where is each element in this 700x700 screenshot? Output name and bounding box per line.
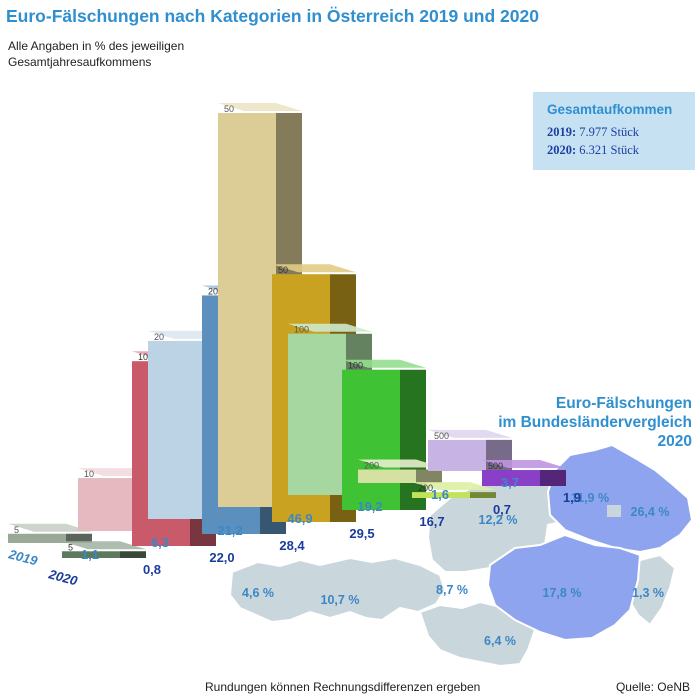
source-credit: Quelle: OeNB <box>615 680 690 694</box>
bar-category-label: 50 <box>278 265 288 275</box>
bar-2020-5 <box>62 541 146 558</box>
bar-front <box>218 113 276 507</box>
bar-banknote <box>342 359 426 368</box>
bar-category-label: 5 <box>14 525 19 535</box>
data-label-2019: 6,3 <box>151 535 169 550</box>
bar-banknote <box>272 264 356 273</box>
bar-side <box>540 470 566 486</box>
totals-value: 7.977 Stück <box>579 125 640 139</box>
data-label-2020: 16,7 <box>419 514 444 529</box>
bar-category-label: 10 <box>138 352 148 362</box>
data-label-2020: 1,9 <box>563 490 581 505</box>
totals-box: Gesamtaufkommen 2019: 7.977 Stück 2020: … <box>533 92 695 170</box>
bar-side <box>66 533 92 543</box>
bar-category-label: 10 <box>84 469 94 479</box>
bar-category-label: 20 <box>154 332 164 342</box>
data-label-2020: 0,7 <box>493 502 511 517</box>
totals-row-2020: 2020: 6.321 Stück <box>547 141 683 159</box>
bar-category-label: 5 <box>68 542 73 552</box>
bar-front <box>78 478 136 531</box>
data-label-2020: 0,8 <box>143 562 161 577</box>
data-label-2020: 22,0 <box>209 550 234 565</box>
map-title-line: 2020 <box>657 433 692 450</box>
data-label-2019: 1,6 <box>431 487 449 502</box>
map-value-label: 17,8 % <box>543 586 582 600</box>
bar-category-label: 50 <box>224 104 234 114</box>
totals-year: 2019: <box>547 125 577 139</box>
bar-category-label: 100 <box>294 325 309 335</box>
map-title-line: im Bundesländervergleich <box>498 414 692 431</box>
data-label-2019: 1,1 <box>81 547 99 562</box>
bar-category-label: 500 <box>434 431 449 441</box>
year-label-2020: 2020 <box>46 566 80 588</box>
bar-front <box>358 469 416 483</box>
map-region-northeast <box>546 443 694 554</box>
bar-front <box>62 551 120 558</box>
bar-2019-200 <box>358 459 442 483</box>
totals-row-2019: 2019: 7.977 Stück <box>547 123 683 141</box>
bar-front <box>428 439 486 471</box>
map-title: Euro-Fälschungen im Bundesländervergleic… <box>498 394 692 451</box>
bar-category-label: 200 <box>364 461 379 471</box>
bar-side <box>416 469 442 483</box>
footnote: Rundungen können Rechnungsdifferenzen er… <box>205 680 481 694</box>
bar-front <box>342 369 400 510</box>
bar-front <box>482 470 540 486</box>
bar-2020-200 <box>412 482 496 498</box>
year-label-2019: 2019 <box>6 546 40 568</box>
bar-front <box>412 492 470 498</box>
data-label-2019: 21,2 <box>217 523 242 538</box>
bar-banknote <box>358 459 442 468</box>
bar-category-label: 20 <box>208 286 218 296</box>
chart-subtitle: Alle Angaben in % des jeweiligen Gesamtj… <box>8 39 185 69</box>
map-value-label: 4,6 % <box>242 586 274 600</box>
bar-front <box>288 333 346 495</box>
data-label-2019: 19,2 <box>357 499 382 514</box>
map-region-west <box>228 556 447 624</box>
bar-category-label: 500 <box>488 461 503 471</box>
data-label-2020: 28,4 <box>279 538 305 553</box>
bar-banknote <box>428 429 512 438</box>
bar-2020-100 <box>342 359 426 510</box>
bar-front <box>8 533 66 543</box>
bar-banknote <box>8 523 92 532</box>
totals-year: 2020: <box>547 143 577 157</box>
map-value-label: 10,7 % <box>321 593 360 607</box>
bar-banknote <box>218 103 302 112</box>
bar-category-label: 100 <box>348 361 363 371</box>
map-value-label: 12,2 % <box>479 513 518 527</box>
totals-value: 6.321 Stück <box>579 143 640 157</box>
bar-category-label: 200 <box>418 483 433 493</box>
bar-side <box>120 551 146 558</box>
bar-banknote <box>288 323 372 332</box>
map-region-capital <box>607 505 621 517</box>
map-value-label: 26,4 % <box>631 505 670 519</box>
map-title-line: Euro-Fälschungen <box>555 395 692 412</box>
bar-banknote <box>412 482 496 491</box>
data-label-2019: 46,9 <box>287 511 312 526</box>
bar-banknote <box>62 541 146 550</box>
map-value-label: 8,7 % <box>436 583 468 597</box>
totals-heading: Gesamtaufkommen <box>547 102 673 117</box>
map-region-south <box>418 600 537 668</box>
bar-2020-500 <box>482 460 566 486</box>
bar-2019-5 <box>8 523 92 543</box>
map-value-label: 6,4 % <box>484 634 516 648</box>
map-region-southeast <box>486 533 642 642</box>
map-value-label: 11,9 % <box>571 491 609 505</box>
data-label-2019: 3,7 <box>501 475 519 490</box>
map-value-label: 1,3 % <box>632 586 664 600</box>
bar-front <box>148 340 206 519</box>
austria-map: 11,9 % 26,4 % 12,2 % 17,8 % 1,3 % 8,7 % 10,7 %… <box>228 443 694 668</box>
bar-side <box>470 492 496 498</box>
data-label-2020: 29,5 <box>349 526 374 541</box>
chart-title: Euro-Fälschungen nach Kategorien in Öste… <box>6 6 539 26</box>
bar-banknote <box>482 460 566 469</box>
